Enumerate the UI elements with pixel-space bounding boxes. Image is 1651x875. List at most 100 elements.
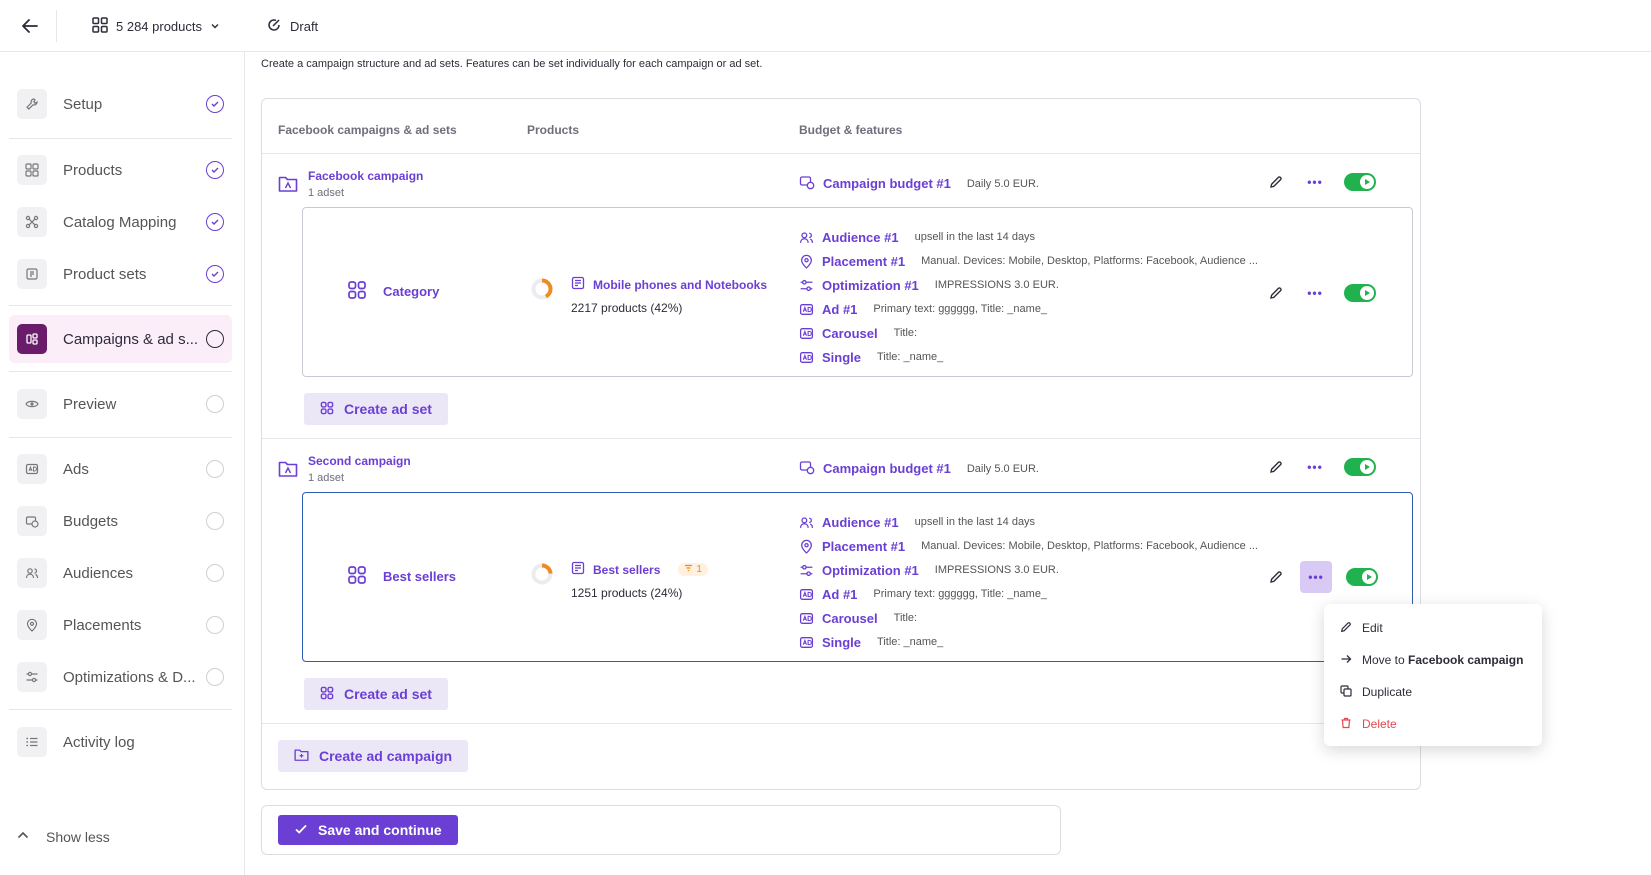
feature-link[interactable]: Single <box>822 349 862 365</box>
sidebar-item-optimizations[interactable]: Optimizations & D... <box>9 653 232 701</box>
feature-link[interactable]: Audience #1 <box>822 229 899 245</box>
budget-icon <box>799 174 815 193</box>
product-set-link[interactable]: Best sellers <box>593 562 661 577</box>
menu-item-duplicate[interactable]: Duplicate <box>1324 676 1542 708</box>
sidebar-item-ads[interactable]: Ads <box>9 445 232 493</box>
products-selector[interactable]: 5 284 products <box>92 14 220 38</box>
edit-pencil-icon <box>1340 621 1352 636</box>
feature-single: Single Title: _name_ <box>798 630 1258 654</box>
more-options-button[interactable]: ••• <box>1307 460 1323 474</box>
sidebar-item-setup[interactable]: Setup <box>9 80 232 128</box>
adset-toggle[interactable] <box>1346 568 1378 586</box>
sidebar-item-campaigns[interactable]: Campaigns & ad s... <box>9 315 232 363</box>
menu-item-edit[interactable]: Edit <box>1324 612 1542 644</box>
more-options-button[interactable]: ••• <box>1307 175 1323 189</box>
save-continue-button[interactable]: Save and continue <box>278 815 458 845</box>
ad-icon <box>798 634 814 650</box>
feature-link[interactable]: Single <box>822 634 862 650</box>
divider <box>262 153 1420 154</box>
adset-name[interactable]: Best sellers <box>383 569 456 584</box>
edit-pencil-icon[interactable] <box>1266 283 1286 303</box>
sidebar-item-label: Setup <box>63 95 103 113</box>
adset-icon <box>320 686 334 703</box>
ad-icon <box>17 454 47 484</box>
users-icon <box>798 514 814 530</box>
campaign-name[interactable]: Second campaign <box>308 454 411 468</box>
filter-icon <box>684 564 693 575</box>
features-list: Audience #1 upsell in the last 14 days Pl… <box>798 510 1258 654</box>
campaign-actions: ••• <box>1266 456 1376 478</box>
create-adset-button[interactable]: Create ad set <box>304 393 448 425</box>
feature-link[interactable]: Placement #1 <box>822 253 906 269</box>
feature-link[interactable]: Optimization #1 <box>822 562 919 578</box>
feature-link[interactable]: Optimization #1 <box>822 277 919 293</box>
menu-item-delete[interactable]: Delete <box>1324 708 1542 740</box>
edit-pencil-icon[interactable] <box>1266 172 1286 192</box>
adset-count: 1 adset <box>308 472 345 484</box>
ad-icon <box>798 586 814 602</box>
feature-value: IMPRESSIONS 3.0 EUR. <box>934 564 1059 576</box>
status-circle-icon <box>206 668 224 686</box>
budget-link[interactable]: Campaign budget #1 <box>823 176 951 191</box>
product-set-icon <box>571 276 585 293</box>
feature-link[interactable]: Placement #1 <box>822 538 906 554</box>
menu-item-move[interactable]: Move to Facebook campaign <box>1324 644 1542 676</box>
adset-icon <box>347 565 367 588</box>
users-icon <box>798 229 814 245</box>
location-pin-icon <box>798 253 814 269</box>
more-options-button-active[interactable]: ••• <box>1300 561 1332 593</box>
product-set-link[interactable]: Mobile phones and Notebooks <box>593 277 768 292</box>
campaign-name[interactable]: Facebook campaign <box>308 169 424 183</box>
sidebar-item-activity-log[interactable]: Activity log <box>9 718 232 766</box>
divider <box>9 305 232 306</box>
edit-pencil-icon[interactable] <box>1266 457 1286 477</box>
sidebar-item-placements[interactable]: Placements <box>9 601 232 649</box>
feature-audience: Audience #1 upsell in the last 14 days <box>798 225 1258 249</box>
create-campaign-button[interactable]: Create ad campaign <box>278 740 469 772</box>
budget-icon <box>799 459 815 478</box>
feature-audience: Audience #1 upsell in the last 14 days <box>798 510 1258 534</box>
adset-toggle[interactable] <box>1344 284 1376 302</box>
adset-name[interactable]: Category <box>383 284 440 299</box>
budget-value: Daily 5.0 EUR. <box>966 462 1039 475</box>
feature-link[interactable]: Carousel <box>822 610 878 626</box>
adset-card: Category Mobile phones and Notebooks 221… <box>302 207 1413 377</box>
ad-icon <box>798 301 814 317</box>
feature-value: Title: <box>893 612 918 624</box>
budget-link[interactable]: Campaign budget #1 <box>823 461 951 476</box>
feature-link[interactable]: Ad #1 <box>822 301 858 317</box>
list-icon <box>17 727 47 757</box>
check-circle-icon <box>206 161 224 179</box>
show-less-toggle[interactable]: Show less <box>16 828 110 845</box>
adset-count: 1 adset <box>308 187 345 199</box>
adset-actions: ••• <box>1266 561 1378 593</box>
more-options-button[interactable]: ••• <box>1307 286 1323 300</box>
sidebar-item-budgets[interactable]: Budgets <box>9 497 232 545</box>
play-icon <box>1360 175 1374 189</box>
sidebar-item-label: Product sets <box>63 265 147 283</box>
sidebar-item-products[interactable]: Products <box>9 146 232 194</box>
sidebar-item-label: Audiences <box>63 564 134 582</box>
product-set-icon <box>571 561 585 578</box>
feature-link[interactable]: Audience #1 <box>822 514 899 530</box>
create-adset-button[interactable]: Create ad set <box>304 678 448 710</box>
sidebar-item-catalog-mapping[interactable]: Catalog Mapping <box>9 198 232 246</box>
back-arrow-icon[interactable] <box>18 14 42 38</box>
campaign-budget: Campaign budget #1 Daily 5.0 EUR. <box>799 174 1039 193</box>
feature-link[interactable]: Ad #1 <box>822 586 858 602</box>
campaign-toggle[interactable] <box>1344 173 1376 191</box>
sidebar-item-product-sets[interactable]: Product sets <box>9 250 232 298</box>
sidebar-item-preview[interactable]: Preview <box>9 380 232 428</box>
edit-pencil-icon[interactable] <box>1266 567 1286 587</box>
arrow-right-icon <box>1340 653 1352 668</box>
sliders-icon <box>798 277 814 293</box>
divider <box>9 437 232 438</box>
feature-link[interactable]: Carousel <box>822 325 878 341</box>
campaign-toggle[interactable] <box>1344 458 1376 476</box>
sidebar-item-audiences[interactable]: Audiences <box>9 549 232 597</box>
sliders-icon <box>17 662 47 692</box>
filter-badge: 1 <box>678 563 708 576</box>
location-pin-icon <box>798 538 814 554</box>
status-circle-icon <box>206 460 224 478</box>
check-circle-icon <box>206 265 224 283</box>
